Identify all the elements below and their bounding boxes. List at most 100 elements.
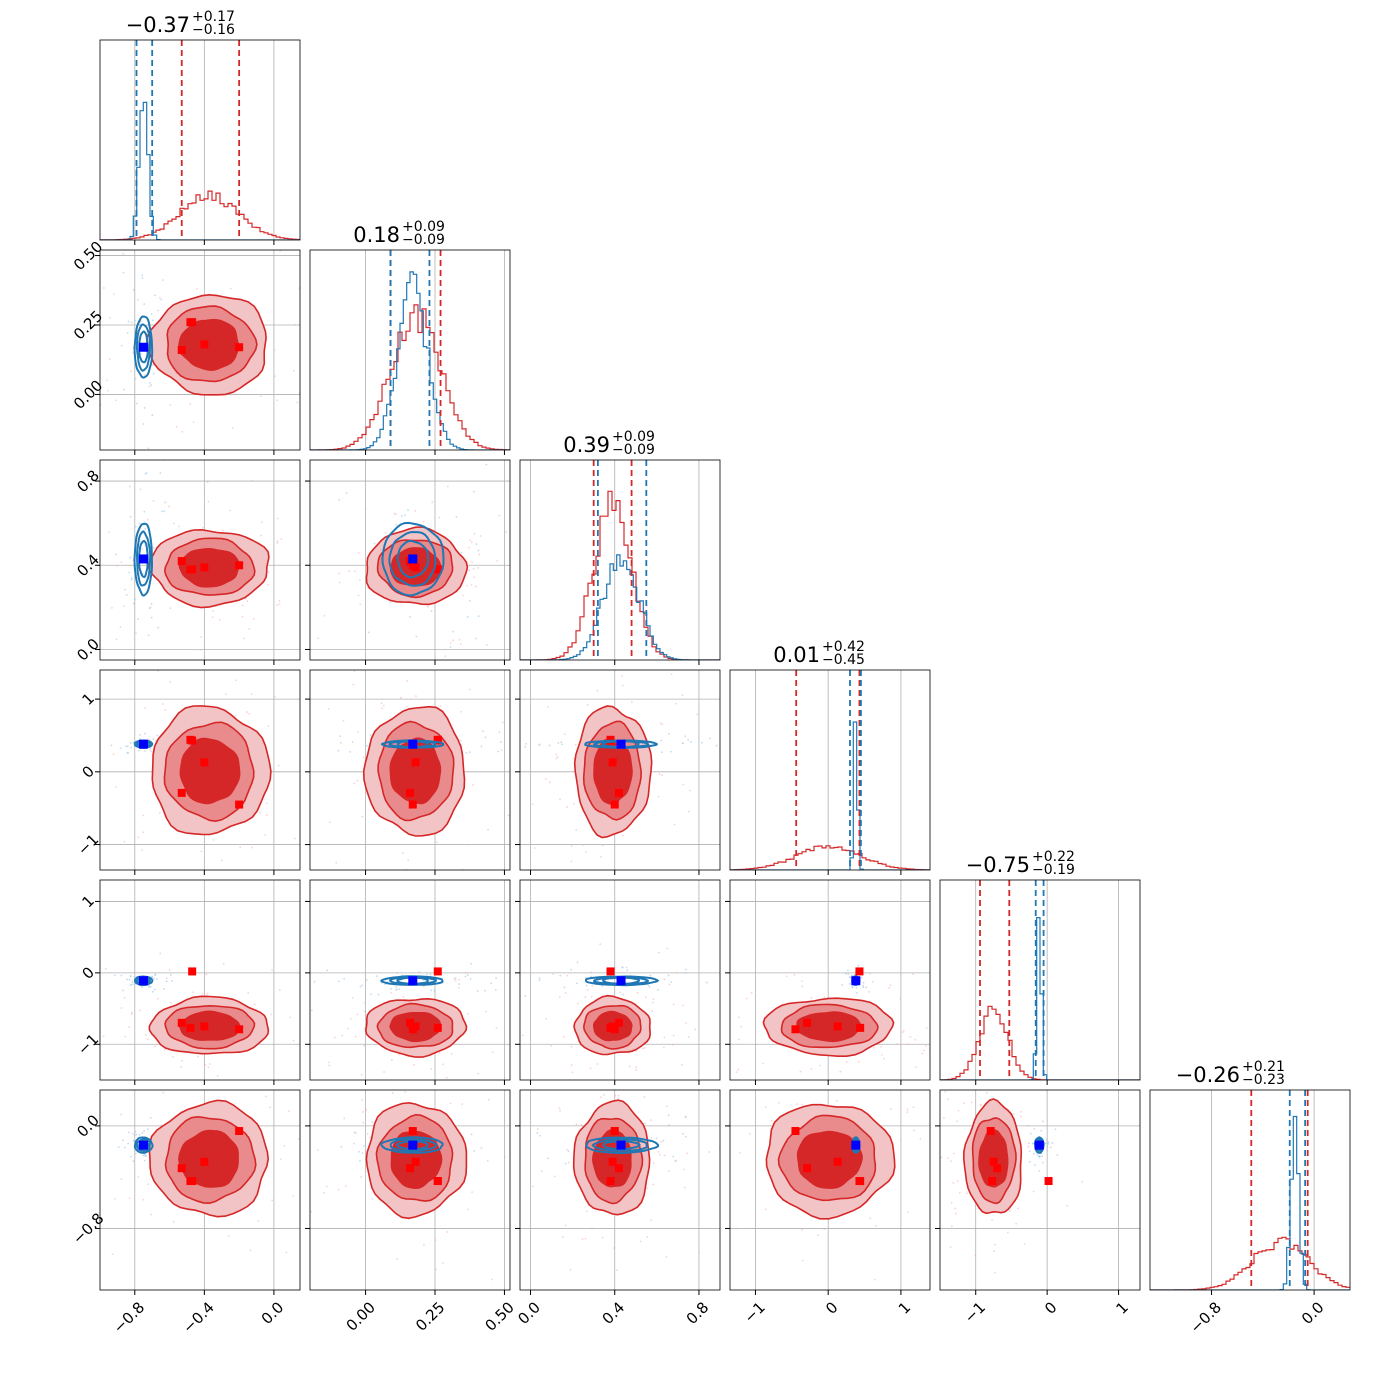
- scatter-point: [126, 978, 129, 981]
- scatter-point: [120, 1007, 123, 1009]
- scatter-point: [134, 1152, 137, 1155]
- scatter-point: [200, 850, 203, 853]
- scatter-point: [364, 507, 367, 510]
- x-tick-label: −1: [961, 1298, 989, 1326]
- scatter-point: [113, 1042, 115, 1044]
- scatter-point: [142, 831, 145, 834]
- scatter-point: [340, 1145, 343, 1148]
- red-marker: [177, 1164, 186, 1173]
- scatter-point: [172, 909, 174, 911]
- scatter-point: [138, 1133, 141, 1136]
- contour-panel-6-5: −1 0 1: [935, 1024, 1141, 1356]
- scatter-point: [576, 982, 578, 985]
- scatter-point: [924, 1044, 927, 1047]
- scatter-point: [438, 516, 441, 519]
- scatter-point: [444, 655, 447, 658]
- scatter-point: [369, 734, 372, 737]
- scatter-point: [585, 851, 588, 854]
- scatter-point: [546, 706, 549, 708]
- scatter-point: [75, 432, 77, 434]
- scatter-point: [271, 1199, 274, 1202]
- scatter-point: [234, 714, 237, 717]
- y-tick-label: 1: [78, 892, 97, 911]
- scatter-point: [212, 839, 215, 841]
- blue-truth-marker: [138, 739, 148, 749]
- scatter-point: [708, 1151, 711, 1153]
- scatter-point: [992, 994, 994, 996]
- red-histogram: [100, 190, 300, 240]
- scatter-point: [1026, 1354, 1028, 1356]
- scatter-point: [1054, 1128, 1057, 1131]
- scatter-point: [158, 811, 161, 814]
- red-marker: [406, 1164, 414, 1173]
- scatter-point: [336, 188, 338, 190]
- scatter-point: [139, 1009, 141, 1012]
- scatter-point: [972, 1024, 974, 1026]
- scatter-point: [414, 510, 417, 512]
- scatter-point: [466, 584, 468, 587]
- scatter-point: [694, 1028, 697, 1031]
- scatter-point: [129, 984, 132, 987]
- scatter-point: [652, 1183, 655, 1186]
- scatter-point: [432, 890, 434, 892]
- scatter-point: [300, 1232, 302, 1234]
- scatter-point: [527, 1023, 529, 1025]
- red-marker: [408, 800, 417, 809]
- y-tick-label: 0: [78, 963, 97, 982]
- scatter-point: [151, 363, 154, 366]
- scatter-point: [550, 1044, 553, 1047]
- scatter-point: [557, 741, 560, 744]
- scatter-point: [477, 549, 480, 552]
- scatter-point: [318, 417, 320, 419]
- scatter-point: [143, 1159, 146, 1162]
- scatter-point: [575, 829, 578, 832]
- contour-panel-5-2: [305, 879, 529, 1085]
- scatter-point: [144, 750, 146, 752]
- scatter-point: [396, 988, 398, 991]
- scatter-point: [667, 1114, 670, 1117]
- blue-contour: [381, 521, 445, 597]
- contour-panel-4-2: [305, 669, 511, 892]
- red-marker: [610, 1127, 619, 1136]
- scatter-point: [247, 992, 250, 994]
- scatter-point: [125, 745, 128, 748]
- scatter-point: [849, 982, 851, 985]
- scatter-point: [470, 1133, 473, 1136]
- red-marker: [188, 318, 197, 327]
- scatter-point: [953, 1060, 955, 1062]
- scatter-point: [469, 977, 472, 980]
- scatter-point: [847, 973, 850, 975]
- scatter-point: [723, 978, 725, 980]
- scatter-point: [1032, 1190, 1035, 1193]
- scatter-point: [112, 293, 115, 295]
- red-marker: [791, 1127, 800, 1136]
- scatter-point: [954, 1207, 957, 1210]
- scatter-point: [613, 1247, 615, 1249]
- scatter-point: [114, 1197, 116, 1200]
- scatter-point: [1040, 1086, 1042, 1088]
- scatter-point: [265, 814, 268, 816]
- scatter-point: [328, 821, 331, 824]
- scatter-point: [459, 643, 462, 645]
- scatter-point: [481, 730, 484, 733]
- scatter-point: [423, 1243, 425, 1246]
- scatter-point: [407, 859, 410, 862]
- scatter-point: [157, 309, 159, 312]
- scatter-point: [665, 1105, 668, 1108]
- scatter-point: [644, 1122, 646, 1125]
- scatter-point: [130, 1013, 133, 1016]
- histogram-title: 0.39 +0.09−0.09: [563, 429, 655, 458]
- scatter-point: [907, 1043, 909, 1046]
- scatter-point: [141, 849, 144, 852]
- scatter-point: [862, 986, 865, 989]
- scatter-point: [338, 239, 340, 241]
- scatter-point: [148, 738, 150, 741]
- scatter-point: [564, 1162, 567, 1165]
- contour-panel-3-2: [305, 459, 511, 665]
- scatter-point: [591, 984, 594, 987]
- title-value: 0.01: [773, 643, 820, 667]
- scatter-point: [342, 1023, 344, 1025]
- scatter-point: [473, 576, 475, 579]
- scatter-point: [164, 501, 167, 504]
